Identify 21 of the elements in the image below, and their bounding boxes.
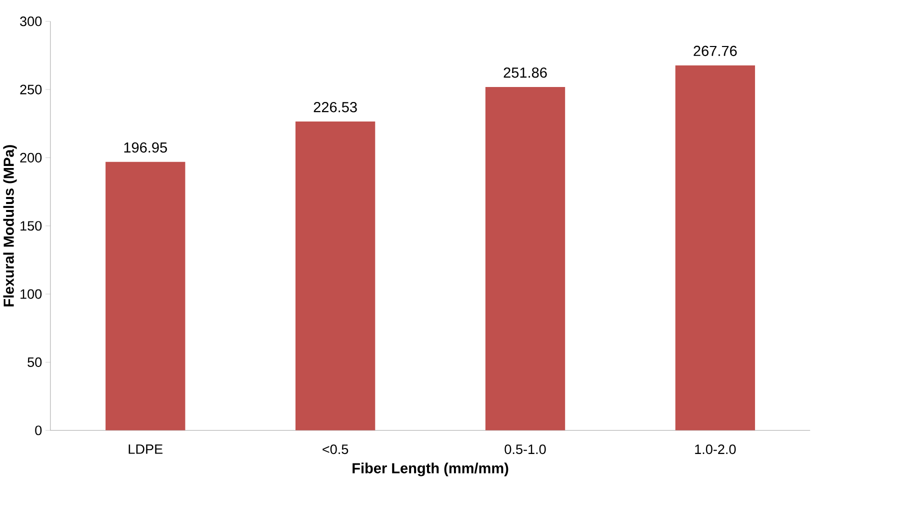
data-label: 251.86 xyxy=(504,68,547,78)
bar xyxy=(485,87,566,431)
x-tick-label: 1.0-2.0 xyxy=(695,444,736,454)
x-tick-label: 0.5-1.0 xyxy=(504,444,546,454)
data-label: 226.53 xyxy=(314,102,357,112)
x-tick-label: <0.5 xyxy=(322,444,348,454)
bar xyxy=(675,65,756,431)
data-label: 196.95 xyxy=(124,142,167,153)
x-tick-label: LDPE xyxy=(128,444,162,454)
y-tick-label: 250 xyxy=(20,84,42,94)
y-tick-label: 100 xyxy=(20,289,42,299)
data-label: 267.76 xyxy=(694,46,737,56)
y-tick-label: 200 xyxy=(20,153,42,163)
y-tick-label: 0 xyxy=(35,426,42,436)
y-tick-label: 50 xyxy=(28,358,42,368)
bar xyxy=(106,162,186,431)
bar xyxy=(295,122,376,431)
y-axis-title: Flexural Modulus (MPa) xyxy=(3,145,17,306)
y-tick-label: 300 xyxy=(20,16,42,26)
x-axis-title: Fiber Length (mm/mm) xyxy=(352,462,508,476)
y-tick-label: 150 xyxy=(20,221,42,231)
